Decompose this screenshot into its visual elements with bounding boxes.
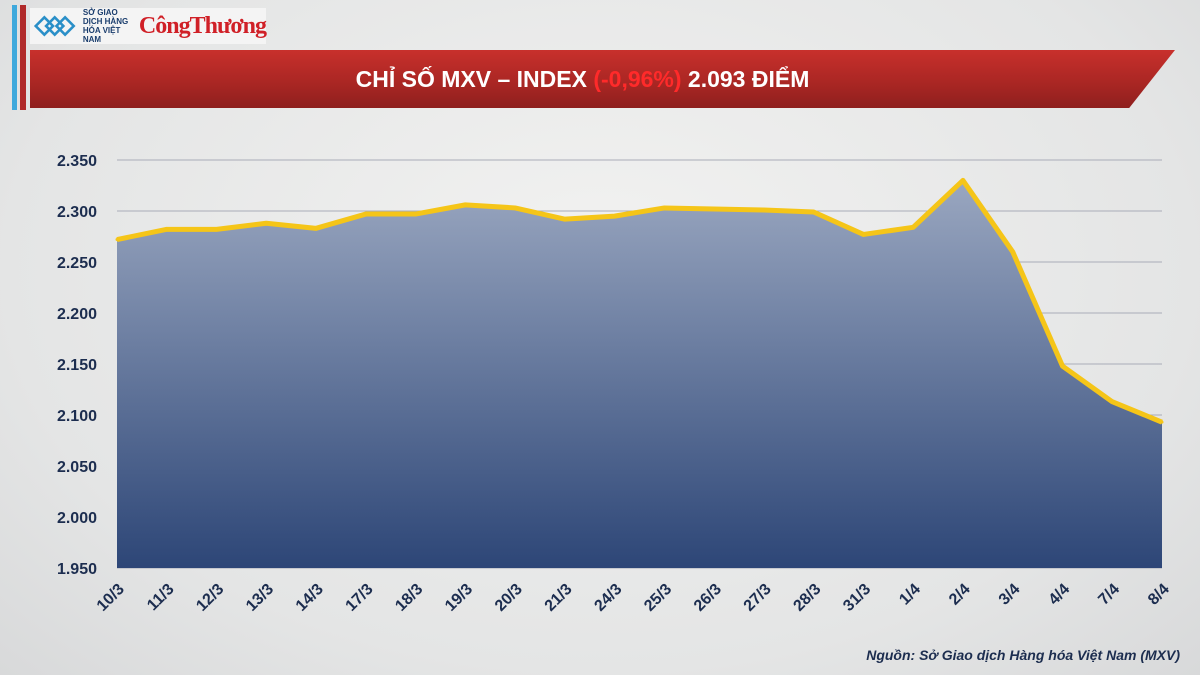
title-suffix: 2.093 ĐIỂM [681, 65, 810, 92]
data-point [861, 232, 865, 236]
data-point [264, 221, 268, 225]
y-tick-label: 2.100 [57, 408, 97, 425]
data-point [463, 203, 467, 207]
x-tick-label: 1/4 [896, 581, 924, 609]
data-point [662, 206, 666, 210]
title-banner: CHỈ SỐ MXV – INDEX (-0,96%) 2.093 ĐIỂM [30, 50, 1175, 108]
title-change: (-0,96%) [593, 65, 682, 92]
x-tick-label: 24/3 [591, 581, 625, 615]
x-tick-label: 25/3 [641, 581, 675, 615]
y-tick-label: 2.050 [57, 459, 97, 476]
data-point [1060, 364, 1064, 368]
data-point [1160, 420, 1164, 424]
y-tick-label: 2.250 [57, 255, 97, 272]
chart-title: CHỈ SỐ MXV – INDEX (-0,96%) 2.093 ĐIỂM [356, 66, 810, 93]
y-tick-label: 1.950 [57, 561, 97, 578]
accent-bar-red [20, 5, 26, 110]
y-tick-label: 2.300 [57, 204, 97, 221]
x-tick-label: 12/3 [193, 581, 227, 615]
data-point [165, 227, 169, 231]
data-point [563, 217, 567, 221]
x-tick-label: 10/3 [94, 581, 128, 615]
x-tick-label: 2/4 [946, 581, 974, 609]
x-tick-label: 13/3 [243, 581, 277, 615]
area-fill [117, 180, 1162, 568]
data-point [712, 207, 716, 211]
data-point [314, 226, 318, 230]
data-point [613, 214, 617, 218]
series-line [116, 177, 1163, 425]
x-tick-label: 27/3 [741, 581, 775, 615]
logo: SỞ GIAO DỊCH HÀNG HÓA VIỆT NAM CôngThươn… [30, 8, 267, 44]
mxv-logo-icon [34, 15, 76, 37]
x-tick-label: 31/3 [840, 581, 874, 615]
data-point [513, 206, 517, 210]
x-tick-label: 4/4 [1046, 581, 1074, 609]
data-point [215, 227, 219, 231]
x-tick-label: 3/4 [996, 581, 1024, 609]
source-note: Nguồn: Sở Giao dịch Hàng hóa Việt Nam (M… [866, 647, 1180, 663]
data-point [911, 225, 915, 229]
data-point [364, 212, 368, 216]
x-tick-label: 21/3 [542, 581, 576, 615]
data-point [961, 178, 965, 182]
logo-brand-text: CôngThương [138, 12, 267, 39]
accent-bar-blue [12, 5, 17, 110]
x-tick-label: 18/3 [392, 581, 426, 615]
logo-org-text: SỞ GIAO DỊCH HÀNG HÓA VIỆT NAM [82, 8, 129, 44]
data-point [812, 210, 816, 214]
y-tick-label: 2.350 [57, 153, 97, 170]
x-tick-label: 20/3 [492, 581, 526, 615]
x-tick-label: 17/3 [343, 581, 377, 615]
x-tick-label: 28/3 [790, 581, 824, 615]
data-point [762, 208, 766, 212]
x-tick-label: 8/4 [1145, 581, 1173, 609]
y-tick-label: 2.200 [57, 306, 97, 323]
y-tick-label: 2.000 [57, 510, 97, 527]
title-prefix: CHỈ SỐ MXV – INDEX [355, 65, 594, 92]
x-tick-label: 11/3 [144, 581, 177, 614]
data-point [115, 238, 119, 242]
x-tick-label: 26/3 [691, 581, 725, 615]
x-tick-label: 7/4 [1095, 581, 1123, 609]
data-point [1110, 400, 1114, 404]
data-point [1011, 250, 1015, 254]
x-tick-label: 19/3 [442, 581, 476, 615]
y-tick-label: 2.150 [57, 357, 97, 374]
x-tick-label: 14/3 [293, 581, 327, 615]
data-point [414, 212, 418, 216]
